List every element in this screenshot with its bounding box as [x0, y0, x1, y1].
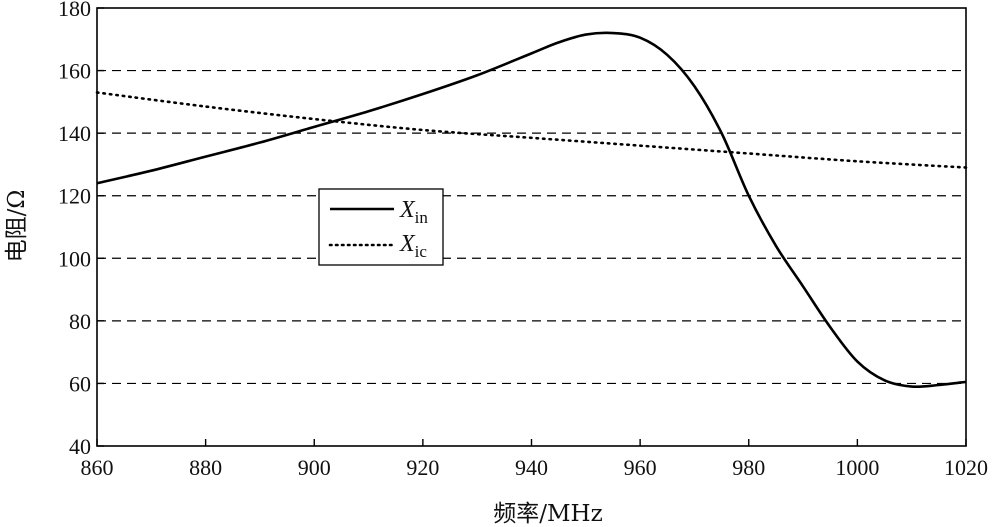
- y-axis: 40 60 80 100 120 140 160 180: [58, 0, 104, 459]
- y-tick-label-80: 80: [69, 309, 91, 334]
- y-tick-label-100: 100: [58, 246, 91, 271]
- x-tick-label-860: 860: [81, 455, 114, 480]
- legend-label-xin-main: X: [399, 197, 416, 223]
- series-layer: [95, 31, 968, 389]
- legend-label-xin: Xin: [399, 197, 428, 227]
- x-tick-label-960: 960: [624, 455, 657, 480]
- legend-box: [318, 188, 444, 266]
- plot-frame: [96, 7, 967, 447]
- x-axis: 860 880 900 920 940 960 980 1000 1020: [81, 439, 988, 480]
- y-tick-label-60: 60: [69, 371, 91, 396]
- y-tick-label-120: 120: [58, 184, 91, 209]
- x-tick-label-920: 920: [406, 455, 439, 480]
- x-tick-label-980: 980: [732, 455, 765, 480]
- y-tick-label-160: 160: [58, 59, 91, 84]
- y-tick-label-140: 140: [58, 121, 91, 146]
- y-axis-title: 电阻/Ω: [4, 190, 30, 263]
- x-tick-label-900: 900: [298, 455, 331, 480]
- legend-label-xic: Xic: [399, 231, 427, 261]
- legend-label-xin-sub: in: [415, 208, 429, 227]
- x-tick-label-880: 880: [189, 455, 222, 480]
- series-line-x-in: [96, 31, 967, 389]
- legend: Xin Xic: [318, 188, 444, 266]
- x-tick-label-940: 940: [515, 455, 548, 480]
- x-tick-label-1020: 1020: [944, 455, 988, 480]
- x-axis-title: 频率/MHz: [493, 501, 602, 527]
- legend-label-xic-sub: ic: [415, 242, 428, 261]
- y-tick-label-40: 40: [69, 434, 91, 459]
- grid-lines: [97, 69, 966, 385]
- y-tick-label-180: 180: [58, 0, 91, 21]
- legend-label-xic-main: X: [399, 231, 416, 257]
- x-tick-label-1000: 1000: [835, 455, 879, 480]
- series-line-x-ic: [95, 91, 968, 169]
